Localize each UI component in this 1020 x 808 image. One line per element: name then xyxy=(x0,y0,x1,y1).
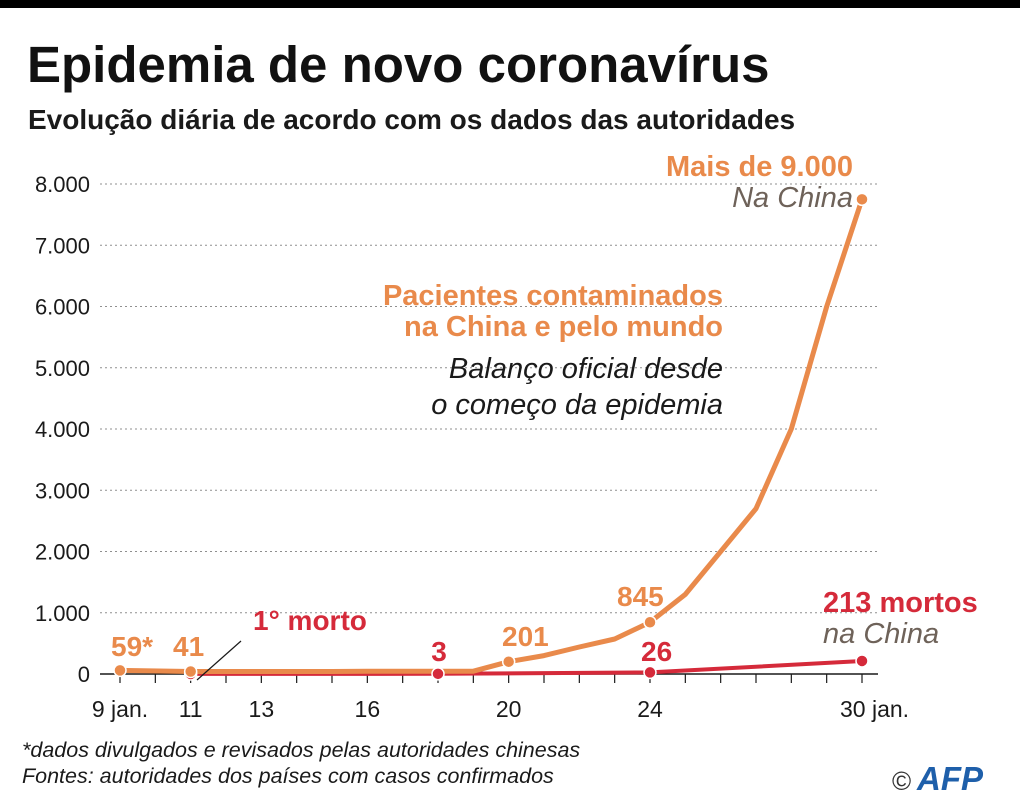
cases-point-9 xyxy=(113,663,127,678)
y-tick-label-2000: 2.000 xyxy=(35,540,90,565)
cases-point-24 xyxy=(643,615,657,629)
x-tick-label-11: 11 xyxy=(179,696,203,722)
series-lines xyxy=(117,196,865,676)
series-markers xyxy=(113,192,869,681)
note-line-1: Balanço oficial desde xyxy=(449,353,723,385)
x-tick-label-20: 20 xyxy=(496,696,522,722)
y-tick-label-6000: 6.000 xyxy=(35,295,90,320)
x-tick-label-24: 24 xyxy=(637,696,663,722)
y-tick-label-3000: 3.000 xyxy=(35,478,90,503)
copyright-symbol: © xyxy=(892,766,911,796)
cases-point-11 xyxy=(183,664,198,679)
x-tick-label-16: 16 xyxy=(355,696,381,722)
data-label-cases-11: 41 xyxy=(173,631,204,662)
cases-series-label-line-1: Pacientes contaminados xyxy=(383,280,723,312)
x-tick-label-13: 13 xyxy=(249,696,275,722)
footnote: *dados divulgados e revisados pelas auto… xyxy=(22,738,580,762)
data-label-cases-20: 201 xyxy=(502,621,549,652)
deaths-end-label-value: 213 mortos xyxy=(823,587,978,619)
y-tick-label-7000: 7.000 xyxy=(35,233,90,258)
data-label-deaths-18: 3 xyxy=(431,636,447,667)
top-bar xyxy=(0,0,1020,8)
y-tick-label-5000: 5.000 xyxy=(35,356,90,381)
deaths-point-18 xyxy=(431,667,445,681)
cases-line xyxy=(117,196,865,674)
deaths-point-30 xyxy=(855,654,869,668)
data-label-cases-24: 845 xyxy=(617,581,664,612)
cases-point-20 xyxy=(501,654,516,669)
y-tick-label-4000: 4.000 xyxy=(35,417,90,442)
cases-series-label-line-2: na China e pelo mundo xyxy=(404,311,723,343)
data-label-deaths-24: 26 xyxy=(641,636,672,667)
cases-end-label-region: Na China xyxy=(732,182,853,214)
x-axis: 9 jan. 11 13 16 20 24 30 jan. xyxy=(92,673,909,722)
data-label-cases-9: 59* xyxy=(111,631,153,662)
cases-point-30 xyxy=(855,192,869,207)
sources: Fontes: autoridades dos países com casos… xyxy=(22,764,554,788)
x-tick-label-30: 30 jan. xyxy=(840,696,909,722)
y-tick-label-8000: 8.000 xyxy=(35,172,90,197)
data-label-deaths-11: 1° morto xyxy=(253,605,367,636)
chart-subtitle: Evolução diária de acordo com os dados d… xyxy=(28,104,795,135)
y-axis-tick-labels: 0 1.000 2.000 3.000 4.000 5.000 6.000 7.000 8.00… xyxy=(35,172,90,687)
y-tick-label-1000: 1.000 xyxy=(35,601,90,626)
y-tick-label-0: 0 xyxy=(78,662,90,687)
chart-title: Epidemia de novo coronavírus xyxy=(27,36,770,93)
cases-end-label-value: Mais de 9.000 xyxy=(666,151,853,183)
x-tick-label-9: 9 jan. xyxy=(92,696,148,722)
first-death-leader-line xyxy=(196,640,242,681)
afp-logo: AFP xyxy=(916,760,984,797)
deaths-end-label-region: na China xyxy=(823,618,939,650)
note-line-2: o começo da epidemia xyxy=(431,389,723,421)
deaths-point-24 xyxy=(643,665,657,680)
